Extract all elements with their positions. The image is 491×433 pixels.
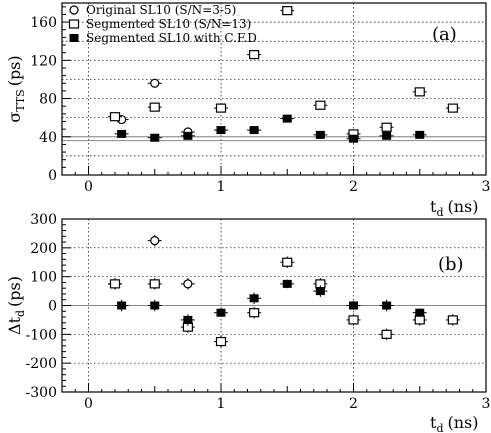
data-point [282,6,293,16]
y-tick-label: 120 [30,53,57,69]
data-point [349,301,358,310]
data-point [117,301,127,310]
panel-a: 0 1 2 3 0 40 80 120 160 σTTS (ps) td (ns) (a) Original… [5,2,491,219]
data-point [249,294,259,303]
legend-marker [68,19,80,29]
series-3 [114,279,427,326]
data-point [249,308,260,318]
legend-entry: Original SL10 (S/N=3-5) [86,3,236,17]
legend-entry: Segmented SL10 (S/N=13) [86,17,251,31]
y-tick-label: -200 [26,356,57,372]
data-point [216,126,226,135]
data-point [109,279,121,289]
y-axis-title-main: σ [5,112,24,123]
x-tick-label: 0 [84,179,93,195]
x-axis-title-unit: (ns) [447,197,478,216]
x-tick-label: 1 [217,396,226,412]
y-tick-label: 40 [39,130,57,146]
data-point [415,308,425,317]
y-tick-label: 80 [39,92,57,108]
x-tick-label: 0 [84,396,93,412]
data-point [149,279,160,289]
x-axis-title: td (ns) [430,197,478,219]
data-point [215,336,227,347]
x-axis-title-main: t [430,197,437,216]
data-point [150,133,160,142]
data-point [315,287,325,296]
data-point [282,279,292,288]
legend: Original SL10 (S/N=3-5)Segmented SL10 (S… [68,3,257,45]
data-point [315,100,326,110]
data-point [415,130,425,139]
y-tick-label: 0 [48,168,57,184]
data-point [282,257,293,267]
y-tick-label: 200 [30,241,57,257]
data-point [381,122,392,132]
x-axis-title: td (ns) [430,413,478,433]
y-axis-title: Δtd (ps) [5,276,27,335]
y-tick-label: 0 [48,299,57,315]
x-axis-title-sub: d [436,422,443,433]
data-point [414,87,425,97]
data-point [414,315,425,325]
x-tick-label: 2 [349,179,358,195]
y-axis-title-unit: (ps) [5,276,24,307]
y-axis-title-main: Δt [5,316,24,335]
y-axis-title-unit: (ps) [5,55,24,86]
y-tick-label: -300 [26,385,57,401]
x-tick-label: 3 [482,396,491,412]
series-2 [108,6,460,139]
y-tick-label: 100 [30,270,57,286]
data-point [216,308,226,317]
data-point [447,315,458,325]
data-point [183,279,193,289]
data-point [348,315,359,325]
x-axis-title-sub: d [436,206,443,219]
data-point [282,114,292,123]
data-point [249,49,260,60]
data-point [349,134,358,143]
data-point [382,131,392,140]
legend-marker [69,5,79,15]
y-axis-title-sub: TTS [14,89,27,111]
data-point [149,102,160,112]
legend-entry: Segmented SL10 with C.F.D [86,31,257,45]
data-point [183,131,193,140]
data-point [150,78,160,88]
data-point [382,301,392,310]
y-tick-label: -100 [26,327,57,343]
y-axis-title: σTTS (ps) [5,55,27,122]
data-point [183,315,193,324]
x-tick-label: 2 [349,396,358,412]
data-point [150,301,160,310]
panel-label: (b) [438,254,464,275]
data-point [215,103,227,113]
data-point [315,130,325,139]
x-axis-title-unit: (ns) [447,413,478,432]
y-axis-title-sub: d [14,310,27,317]
panel-label: (a) [432,24,457,45]
y-tick-label: 300 [30,212,57,228]
data-point [109,112,121,122]
series-3 [114,114,427,143]
data-point [447,103,458,113]
data-point [381,329,392,339]
data-point [117,129,127,138]
x-axis-title-main: t [430,413,437,432]
data-point [150,236,160,246]
data-point [249,126,259,135]
y-tick-label: 160 [30,15,57,31]
x-tick-label: 1 [217,179,226,195]
legend-marker [69,34,79,42]
x-tick-label: 3 [482,179,491,195]
